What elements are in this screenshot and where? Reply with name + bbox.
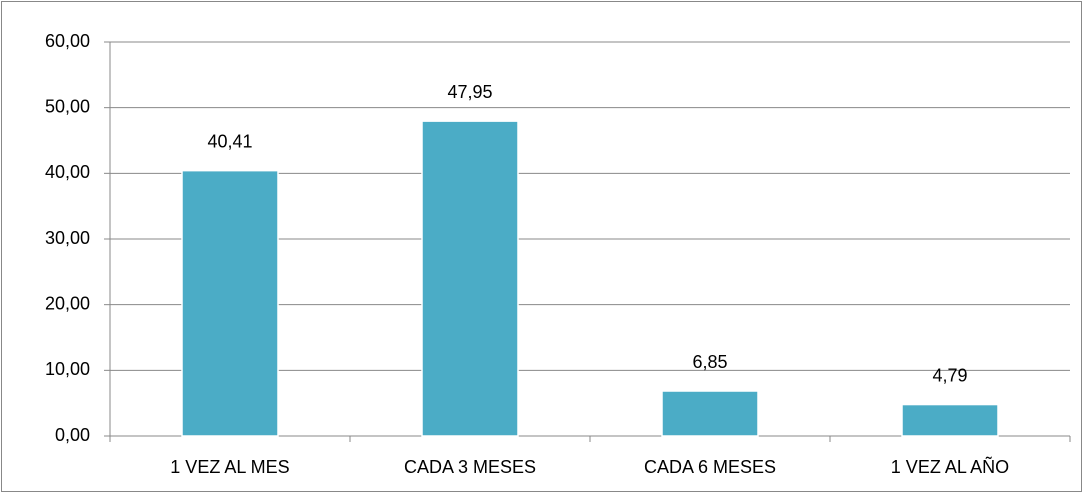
bar (661, 390, 759, 437)
data-label: 47,95 (447, 82, 492, 102)
bar (181, 169, 279, 437)
y-tick-label: 40,00 (45, 162, 90, 182)
x-tick-label: CADA 3 MESES (404, 457, 536, 477)
y-tick-label: 30,00 (45, 228, 90, 248)
x-tick-label: 1 VEZ AL AÑO (891, 456, 1009, 477)
x-tick-label: CADA 6 MESES (644, 457, 776, 477)
y-tick-label: 10,00 (45, 359, 90, 379)
data-label: 40,41 (207, 131, 252, 151)
y-tick-label: 0,00 (55, 425, 90, 445)
bar (421, 120, 519, 437)
x-tick-label: 1 VEZ AL MES (170, 457, 289, 477)
bar (901, 403, 999, 437)
y-tick-label: 50,00 (45, 96, 90, 116)
y-tick-label: 20,00 (45, 293, 90, 313)
data-label: 6,85 (692, 352, 727, 372)
data-label: 4,79 (932, 365, 967, 385)
y-tick-label: 60,00 (45, 31, 90, 51)
